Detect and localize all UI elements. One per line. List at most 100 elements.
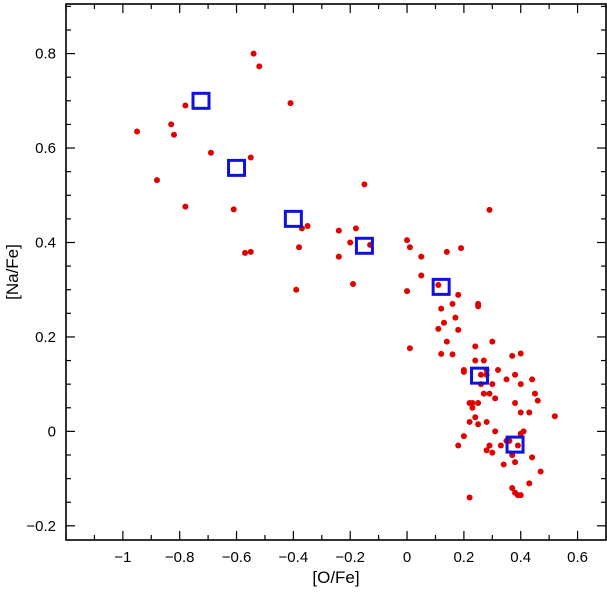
y-tick-label: −0.2	[26, 518, 56, 535]
red-data-point	[153, 177, 160, 184]
red-data-point	[460, 368, 467, 375]
plot-frame	[65, 3, 607, 541]
red-data-point	[435, 281, 442, 288]
red-data-point	[509, 352, 516, 359]
blue-square-marker	[505, 435, 525, 454]
red-data-point	[486, 442, 493, 449]
blue-square-marker	[283, 209, 303, 228]
red-data-point	[455, 442, 462, 449]
red-data-point	[475, 303, 482, 310]
red-data-point	[404, 288, 411, 295]
red-data-point	[443, 338, 450, 345]
red-data-point	[526, 409, 533, 416]
red-data-point	[438, 305, 445, 312]
red-data-point	[512, 371, 519, 378]
red-data-point	[483, 418, 490, 425]
red-data-point	[500, 461, 507, 468]
red-data-point	[520, 428, 527, 435]
red-data-point	[469, 404, 476, 411]
x-tick-label: −1	[114, 549, 131, 566]
red-data-point	[304, 222, 311, 229]
red-data-point	[480, 390, 487, 397]
red-data-point	[472, 343, 479, 350]
y-axis: −0.2 0 0.2 0.4 0.6 0.8	[26, 5, 606, 535]
red-data-point	[182, 102, 189, 109]
red-data-point	[449, 351, 456, 358]
red-data-point	[514, 442, 521, 449]
red-data-point	[230, 206, 237, 213]
red-data-point	[489, 381, 496, 388]
red-data-point	[182, 203, 189, 210]
red-data-point	[466, 418, 473, 425]
blue-square-marker	[354, 236, 374, 255]
red-data-point	[495, 366, 501, 373]
red-data-point	[458, 245, 465, 252]
red-data-point	[517, 350, 524, 357]
red-data-point	[517, 409, 524, 416]
red-data-point	[452, 314, 459, 321]
x-tick-label: −0.8	[165, 549, 195, 566]
red-data-point	[406, 345, 413, 352]
red-data-point	[460, 433, 467, 440]
red-data-point	[455, 326, 462, 333]
red-data-point	[492, 428, 499, 435]
red-data-point	[480, 357, 487, 364]
red-data-point	[455, 291, 462, 298]
red-data-point	[489, 338, 496, 345]
red-data-point	[529, 454, 536, 461]
blue-square-marker	[191, 91, 211, 110]
red-data-point	[250, 50, 257, 57]
x-tick-label: −0.2	[335, 549, 365, 566]
red-data-point	[361, 181, 368, 188]
red-data-point	[418, 253, 425, 260]
x-axis-title: [O/Fe]	[312, 568, 359, 587]
red-data-point	[529, 376, 536, 383]
blue-square-marker	[227, 158, 247, 177]
red-data-point	[404, 237, 411, 244]
red-data-point	[418, 272, 425, 279]
red-data-point	[492, 395, 499, 402]
red-data-point	[406, 244, 413, 251]
y-tick-label: 0.2	[35, 329, 56, 346]
red-data-point	[466, 494, 473, 501]
red-data-point	[207, 149, 214, 156]
red-data-point	[242, 249, 249, 256]
red-data-point	[449, 300, 456, 307]
red-data-point	[438, 350, 445, 357]
red-data-point	[247, 154, 254, 161]
y-tick-label: 0.4	[35, 234, 56, 251]
blue-square-marker	[470, 366, 490, 385]
x-tick-label: 0.2	[453, 549, 474, 566]
x-tick-label: 0	[403, 549, 411, 566]
red-data-point	[477, 371, 484, 378]
red-data-point	[296, 244, 303, 251]
red-data-point	[247, 248, 254, 255]
y-tick-label: 0	[48, 423, 56, 440]
red-data-point	[489, 449, 496, 456]
x-tick-label: −0.6	[222, 549, 252, 566]
red-data-point	[134, 128, 141, 135]
red-data-point	[531, 390, 538, 397]
red-data-point	[335, 253, 342, 260]
red-data-point	[352, 225, 359, 232]
red-data-point	[469, 400, 476, 407]
x-axis: −1 −0.8 −0.6 −0.4 −0.2 0 0.2 0.4 0.6	[65, 4, 607, 566]
x-tick-label: −0.4	[279, 549, 309, 566]
red-data-point	[171, 131, 177, 138]
red-data-point	[475, 421, 482, 428]
red-data-point	[526, 480, 533, 487]
red-data-point	[441, 319, 447, 326]
red-data-point	[472, 357, 479, 364]
red-data-point	[435, 325, 442, 332]
red-data-point	[347, 239, 354, 246]
y-axis-title: [Na/Fe]	[3, 244, 22, 300]
red-data-point	[486, 390, 493, 397]
red-data-point	[534, 397, 541, 404]
red-data-point	[497, 442, 504, 449]
red-data-point	[472, 414, 479, 421]
red-data-point	[475, 400, 482, 407]
red-data-point	[168, 121, 175, 128]
plot-marks	[134, 50, 558, 501]
red-data-point	[503, 376, 510, 383]
